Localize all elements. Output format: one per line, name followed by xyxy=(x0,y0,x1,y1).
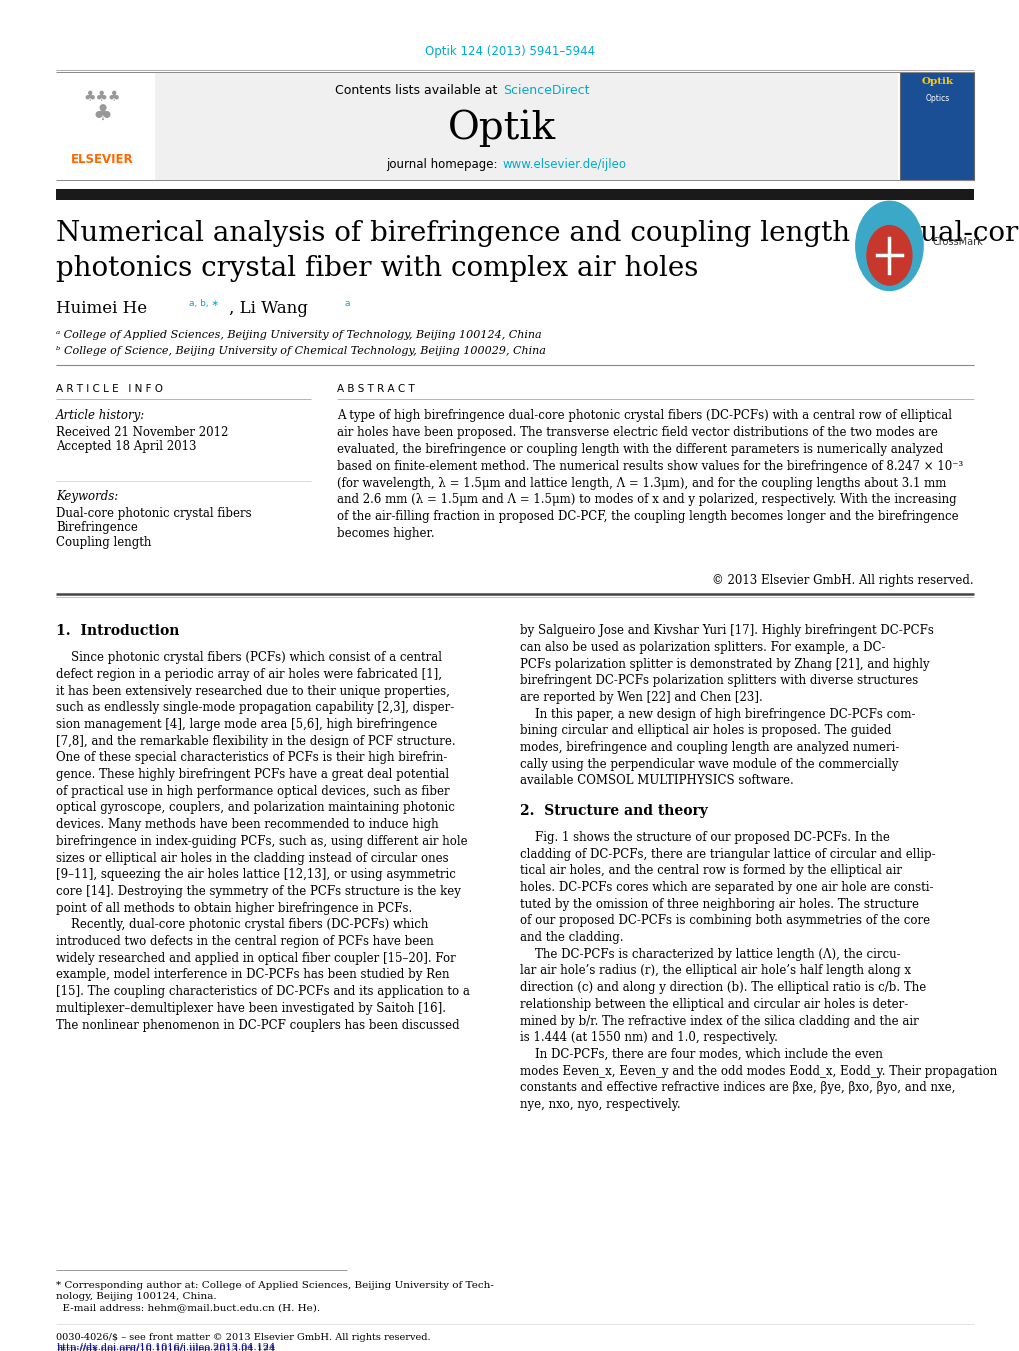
Bar xyxy=(56,189,973,200)
Text: Optik: Optik xyxy=(920,77,953,85)
Text: by Salgueiro Jose and Kivshar Yuri [17]. Highly birefringent DC-PCFs
can also be: by Salgueiro Jose and Kivshar Yuri [17].… xyxy=(520,624,933,788)
Bar xyxy=(56,72,153,180)
Text: a: a xyxy=(344,299,350,308)
Text: ♣♣♣: ♣♣♣ xyxy=(84,91,120,104)
Text: journal homepage:: journal homepage: xyxy=(386,158,501,172)
Text: Contents lists available at: Contents lists available at xyxy=(335,84,501,97)
Text: , Li Wang: , Li Wang xyxy=(229,300,308,317)
Text: Keywords:: Keywords: xyxy=(56,490,118,504)
Text: A B S T R A C T: A B S T R A C T xyxy=(336,384,414,393)
Text: a, b, ∗: a, b, ∗ xyxy=(189,299,218,308)
Text: Huimei He: Huimei He xyxy=(56,300,147,317)
Text: CrossMark: CrossMark xyxy=(931,236,982,247)
Text: Optik 124 (2013) 5941–5944: Optik 124 (2013) 5941–5944 xyxy=(425,45,594,58)
Text: Article history:: Article history: xyxy=(56,409,146,423)
Text: 2.  Structure and theory: 2. Structure and theory xyxy=(520,804,707,817)
Bar xyxy=(155,72,897,180)
Text: A type of high birefringence dual-core photonic crystal fibers (DC-PCFs) with a : A type of high birefringence dual-core p… xyxy=(336,409,962,540)
Text: 0030-4026/$ – see front matter © 2013 Elsevier GmbH. All rights reserved.
http:/: 0030-4026/$ – see front matter © 2013 El… xyxy=(56,1333,430,1351)
Text: Since photonic crystal fibers (PCFs) which consist of a central
defect region in: Since photonic crystal fibers (PCFs) whi… xyxy=(56,651,470,1032)
Text: A R T I C L E   I N F O: A R T I C L E I N F O xyxy=(56,384,163,393)
Text: ᵃ College of Applied Sciences, Beijing University of Technology, Beijing 100124,: ᵃ College of Applied Sciences, Beijing U… xyxy=(56,330,541,339)
Text: © 2013 Elsevier GmbH. All rights reserved.: © 2013 Elsevier GmbH. All rights reserve… xyxy=(712,574,973,588)
Text: Fig. 1 shows the structure of our proposed DC-PCFs. In the
cladding of DC-PCFs, : Fig. 1 shows the structure of our propos… xyxy=(520,831,997,1111)
Text: ScienceDirect: ScienceDirect xyxy=(502,84,589,97)
Circle shape xyxy=(866,226,911,285)
Text: Dual-core photonic crystal fibers: Dual-core photonic crystal fibers xyxy=(56,507,252,520)
Text: 1.  Introduction: 1. Introduction xyxy=(56,624,179,638)
Text: * Corresponding author at: College of Applied Sciences, Beijing University of Te: * Corresponding author at: College of Ap… xyxy=(56,1281,493,1313)
Text: ♣: ♣ xyxy=(92,105,112,124)
Text: www.elsevier.de/ijleo: www.elsevier.de/ijleo xyxy=(502,158,627,172)
Circle shape xyxy=(855,201,922,290)
Text: Optik: Optik xyxy=(447,109,555,147)
Text: ELSEVIER: ELSEVIER xyxy=(70,153,133,166)
Text: Received 21 November 2012: Received 21 November 2012 xyxy=(56,426,228,439)
Text: Coupling length: Coupling length xyxy=(56,536,152,550)
Bar xyxy=(899,72,973,180)
Text: ᵇ College of Science, Beijing University of Chemical Technology, Beijing 100029,: ᵇ College of Science, Beijing University… xyxy=(56,346,545,355)
Text: Numerical analysis of birefringence and coupling length on dual-core
photonics c: Numerical analysis of birefringence and … xyxy=(56,220,1019,281)
Text: Birefringence: Birefringence xyxy=(56,521,138,535)
Text: Accepted 18 April 2013: Accepted 18 April 2013 xyxy=(56,440,197,454)
Text: http://dx.doi.org/10.1016/j.ijleo.2013.04.124: http://dx.doi.org/10.1016/j.ijleo.2013.0… xyxy=(56,1343,275,1351)
Text: Optics: Optics xyxy=(924,95,949,103)
